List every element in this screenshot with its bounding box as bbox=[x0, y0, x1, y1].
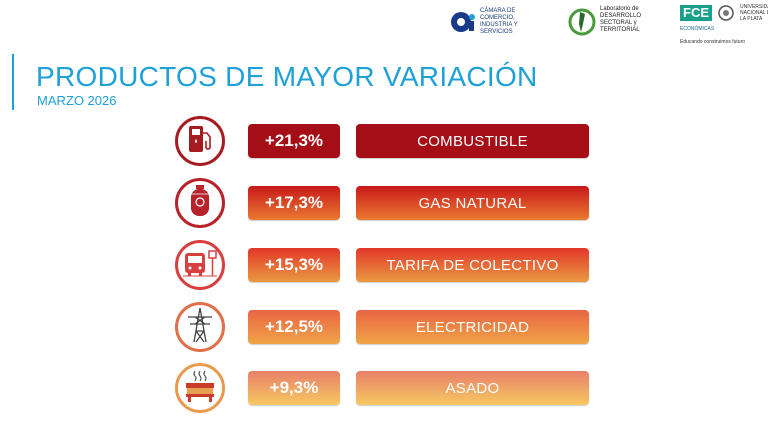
page-title: PRODUCTOS DE MAYOR VARIACIÓN bbox=[36, 61, 538, 92]
logo-fce: FCE UNIVERSIDAD NACIONAL DE LA PLATA ECO… bbox=[680, 4, 768, 46]
product-row: +17,3% GAS NATURAL bbox=[0, 178, 768, 228]
icon-circle bbox=[175, 363, 225, 413]
product-row: +15,3% TARIFA DE COLECTIVO bbox=[0, 240, 768, 290]
variation-value: +17,3% bbox=[248, 186, 340, 220]
variation-value: +12,5% bbox=[248, 310, 340, 344]
product-label: ELECTRICIDAD bbox=[356, 310, 589, 344]
laboratorio-logo-icon bbox=[568, 8, 596, 36]
logo-laboratorio: Laboratorio de DESARROLLO SECTORAL y TER… bbox=[568, 4, 662, 36]
page-subtitle: MARZO 2026 bbox=[37, 93, 117, 108]
camara-logo-text: CÁMARA DE COMERCIO, INDUSTRIA Y SERVICIO… bbox=[480, 8, 518, 35]
icon-circle bbox=[175, 116, 225, 166]
gas-cylinder-icon bbox=[187, 184, 213, 223]
power-tower-icon bbox=[184, 307, 216, 348]
icon-circle bbox=[175, 240, 225, 290]
title-accent-line bbox=[12, 54, 14, 110]
icon-circle bbox=[175, 178, 225, 228]
bus-icon bbox=[183, 249, 217, 282]
product-label: COMBUSTIBLE bbox=[356, 124, 589, 158]
variation-value: +9,3% bbox=[248, 371, 340, 405]
fce-sub-text: ECONÓMICAS bbox=[680, 26, 715, 32]
variation-value: +21,3% bbox=[248, 124, 340, 158]
header-logos: CÁMARA DE COMERCIO, INDUSTRIA Y SERVICIO… bbox=[448, 4, 768, 45]
product-label: ASADO bbox=[356, 371, 589, 405]
variation-value: +15,3% bbox=[248, 248, 340, 282]
grill-icon bbox=[183, 369, 217, 408]
product-row: +21,3% COMBUSTIBLE bbox=[0, 116, 768, 166]
product-row: +9,3% ASADO bbox=[0, 363, 768, 413]
product-label: GAS NATURAL bbox=[356, 186, 589, 220]
logo-camara-comercio: CÁMARA DE COMERCIO, INDUSTRIA Y SERVICIO… bbox=[450, 8, 538, 36]
fce-tagline: Educando construimos futuro bbox=[680, 39, 746, 45]
product-row: +12,5% ELECTRICIDAD bbox=[0, 302, 768, 352]
unlp-logo-text: UNIVERSIDAD NACIONAL DE LA PLATA bbox=[740, 4, 768, 22]
product-label: TARIFA DE COLECTIVO bbox=[356, 248, 589, 282]
icon-circle bbox=[175, 302, 225, 352]
fuel-pump-icon bbox=[185, 123, 215, 160]
unlp-seal-icon bbox=[718, 5, 734, 21]
laboratorio-logo-text: Laboratorio de DESARROLLO SECTORAL y TER… bbox=[600, 6, 642, 33]
fce-logo-mark: FCE bbox=[680, 5, 712, 21]
camara-logo-icon bbox=[451, 12, 475, 32]
